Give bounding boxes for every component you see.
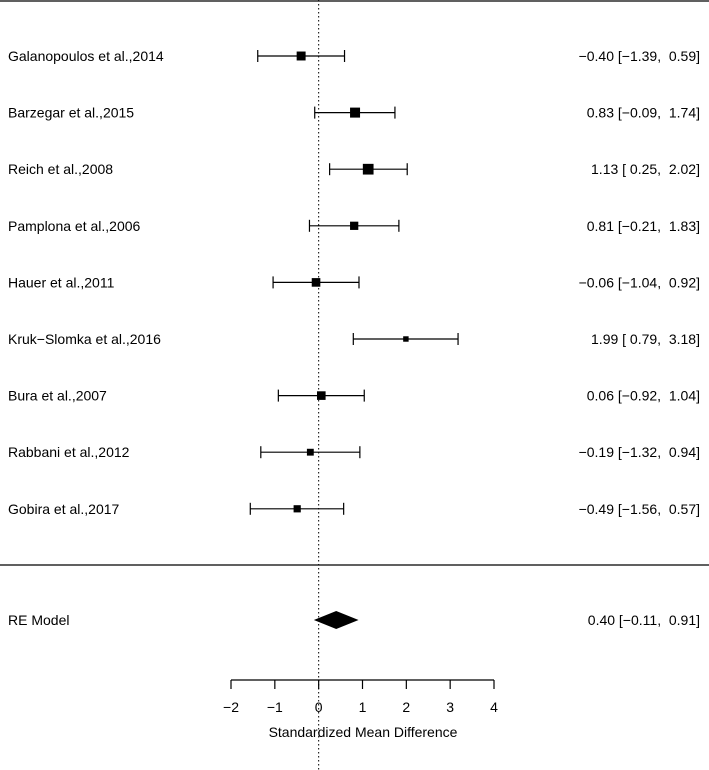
study-row: Kruk−Slomka et al.,2016 1.99 [ 0.79, 3.18…	[8, 331, 700, 347]
estimate-text: 1.99 [ 0.79, 3.18]	[591, 331, 700, 347]
x-tick-label: −2	[223, 699, 239, 715]
study-row: Pamplona et al.,2006 0.81 [−0.21, 1.83]	[8, 218, 700, 234]
study-row: Rabbani et al.,2012 −0.19 [−1.32, 0.94]	[8, 444, 700, 460]
x-tick-label: 1	[359, 699, 367, 715]
study-row: Reich et al.,2008 1.13 [ 0.25, 2.02]	[8, 161, 700, 177]
study-row: Galanopoulos et al.,2014 −0.40 [−1.39, 0.…	[8, 48, 700, 64]
x-tick-label: 4	[490, 699, 498, 715]
study-label: Bura et al.,2007	[8, 388, 107, 404]
summary-diamond	[313, 611, 359, 629]
estimate-text: −0.06 [−1.04, 0.92]	[579, 274, 700, 290]
point-estimate	[296, 51, 306, 61]
estimate-text: 0.06 [−0.92, 1.04]	[587, 388, 700, 404]
study-label: Gobira et al.,2017	[8, 501, 120, 517]
study-rows: Galanopoulos et al.,2014 −0.40 [−1.39, 0.…	[8, 48, 700, 517]
x-axis-title: Standardized Mean Difference	[269, 724, 458, 740]
estimate-text: 0.81 [−0.21, 1.83]	[587, 218, 700, 234]
point-estimate	[350, 221, 359, 230]
study-label: Galanopoulos et al.,2014	[8, 48, 164, 64]
point-estimate	[316, 391, 326, 400]
estimate-text: 1.13 [ 0.25, 2.02]	[591, 161, 700, 177]
estimate-text: −0.19 [−1.32, 0.94]	[579, 444, 700, 460]
point-estimate	[311, 278, 321, 287]
study-label: Hauer et al.,2011	[8, 274, 115, 290]
study-label: Pamplona et al.,2006	[8, 218, 141, 234]
summary-estimate-text: 0.40 [−0.11, 0.91]	[588, 612, 700, 628]
summary-row: RE Model 0.40 [−0.11, 0.91]	[8, 611, 700, 629]
x-tick-label: 3	[446, 699, 454, 715]
point-estimate	[350, 107, 361, 118]
point-estimate	[293, 505, 301, 513]
study-row: Hauer et al.,2011 −0.06 [−1.04, 0.92]	[8, 274, 700, 290]
summary-label: RE Model	[8, 612, 69, 628]
x-tick-label: 2	[402, 699, 410, 715]
study-row: Gobira et al.,2017 −0.49 [−1.56, 0.57]	[8, 501, 700, 517]
estimate-text: −0.40 [−1.39, 0.59]	[579, 48, 700, 64]
study-label: Kruk−Slomka et al.,2016	[8, 331, 161, 347]
estimate-text: −0.49 [−1.56, 0.57]	[579, 501, 700, 517]
study-label: Rabbani et al.,2012	[8, 444, 130, 460]
x-tick-label: 0	[315, 699, 323, 715]
point-estimate	[362, 163, 374, 175]
point-estimate	[306, 448, 314, 456]
study-row: Bura et al.,2007 0.06 [−0.92, 1.04]	[8, 388, 700, 404]
study-row: Barzegar et al.,2015 0.83 [−0.09, 1.74]	[8, 105, 700, 121]
x-axis: −2 −1 0 1 2 3 4	[223, 679, 498, 715]
estimate-text: 0.83 [−0.09, 1.74]	[587, 105, 700, 121]
study-label: Barzegar et al.,2015	[8, 105, 134, 121]
study-label: Reich et al.,2008	[8, 161, 113, 177]
x-tick-label: −1	[267, 699, 283, 715]
point-estimate	[403, 336, 409, 342]
